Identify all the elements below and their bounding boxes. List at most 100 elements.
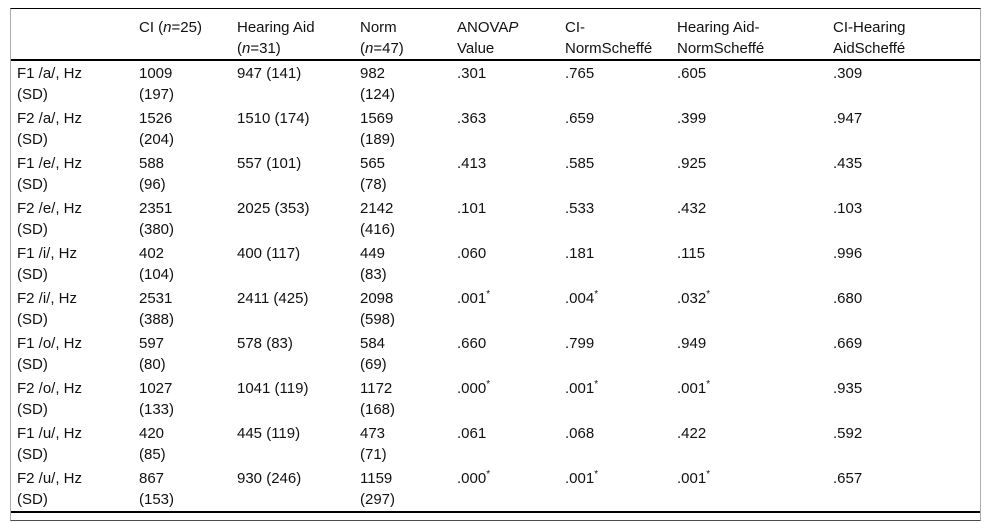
norm-value: 2142 (416) <box>360 200 396 238</box>
header-text: NormScheffé <box>677 40 765 57</box>
col-header-empty <box>11 9 133 61</box>
norm-value: 473 (71) <box>360 425 387 463</box>
col-header-ci-hearing-aid-scheffe: CI-Hearing AidScheffé <box>827 9 980 61</box>
anova-p-value: .060 <box>457 245 487 262</box>
header-text: Hearing Aid <box>237 19 315 36</box>
row-label: F1 /u/, Hz (SD) <box>17 425 83 463</box>
header-text: CI- <box>565 19 585 36</box>
table-row: F2 /a/, Hz (SD) 1526 (204) 1510 (174) 1569 (18… <box>11 106 980 151</box>
hearing-aid-value: 1041 (119) <box>237 380 309 397</box>
ci-value: 2351 (380) <box>139 200 175 238</box>
anova-p-value: .413 <box>457 155 487 172</box>
row-label: F2 /i/, Hz (SD) <box>17 290 78 328</box>
anova-p-value: .363 <box>457 110 487 127</box>
ci-hearing-aid-scheffe-value: .680 <box>833 290 863 307</box>
col-header-norm: Norm (n=47) <box>354 9 451 61</box>
row-label: F2 /a/, Hz (SD) <box>17 110 83 148</box>
ci-hearing-aid-scheffe-value: .657 <box>833 470 863 487</box>
anova-p-value: .061 <box>457 425 487 442</box>
table-row: F1 /u/, Hz (SD) 420 (85) 445 (119) 473 (71) .06… <box>11 421 980 466</box>
hearing-aid-norm-scheffe-value: .001* <box>677 379 711 398</box>
ci-norm-scheffe-value: .533 <box>565 200 595 217</box>
hearing-aid-value: 445 (119) <box>237 425 301 442</box>
norm-value: 1569 (189) <box>360 110 396 148</box>
norm-value: 1159 (297) <box>360 470 396 508</box>
hearing-aid-norm-scheffe-value: .925 <box>677 155 707 172</box>
row-label: F1 /i/, Hz (SD) <box>17 245 78 283</box>
norm-value: 1172 (168) <box>360 380 396 418</box>
col-header-hearing-aid: Hearing Aid (n=31) <box>231 9 354 61</box>
header-text: ( <box>237 40 242 57</box>
hearing-aid-norm-scheffe-value: .032* <box>677 289 711 308</box>
header-text: =47) <box>373 40 404 57</box>
col-header-ci: CI (n=25) <box>133 9 231 61</box>
ci-hearing-aid-scheffe-value: .669 <box>833 335 863 352</box>
ci-value: 597 (80) <box>139 335 166 373</box>
ci-value: 2531 (388) <box>139 290 175 328</box>
anova-p-value: .301 <box>457 65 487 82</box>
ci-hearing-aid-scheffe-value: .103 <box>833 200 863 217</box>
anova-p-value: .001* <box>457 289 491 308</box>
header-text: Hearing Aid- <box>677 19 760 36</box>
ci-norm-scheffe-value: .799 <box>565 335 595 352</box>
header-text: ANOVA <box>457 19 509 36</box>
table-row: F2 /e/, Hz (SD) 2351 (380) 2025 (353) 2142 (41… <box>11 196 980 241</box>
header-text: CI-Hearing <box>833 19 906 36</box>
table-row: F2 /i/, Hz (SD) 2531 (388) 2411 (425) 2098 (59… <box>11 286 980 331</box>
formant-statistics-table-frame: CI (n=25) Hearing Aid (n=31) Norm (n=47) A… <box>10 8 981 521</box>
ci-hearing-aid-scheffe-value: .947 <box>833 110 863 127</box>
header-text: ( <box>360 40 365 57</box>
table-row: F1 /e/, Hz (SD) 588 (96) 557 (101) 565 (78) .41… <box>11 151 980 196</box>
norm-value: 584 (69) <box>360 335 387 373</box>
ci-hearing-aid-scheffe-value: .309 <box>833 65 863 82</box>
anova-p-value: .000* <box>457 379 491 398</box>
ci-value: 588 (96) <box>139 155 166 193</box>
row-label: F2 /u/, Hz (SD) <box>17 470 83 508</box>
italic-p-symbol: P <box>508 19 519 36</box>
ci-hearing-aid-scheffe-value: .435 <box>833 155 863 172</box>
norm-value: 2098 (598) <box>360 290 396 328</box>
hearing-aid-norm-scheffe-value: .432 <box>677 200 707 217</box>
significance-asterisk: * <box>594 289 599 300</box>
ci-value: 1027 (133) <box>139 380 175 418</box>
ci-value: 867 (153) <box>139 470 175 508</box>
ci-value: 1526 (204) <box>139 110 175 148</box>
ci-hearing-aid-scheffe-value: .996 <box>833 245 863 262</box>
col-header-ci-norm-scheffe: CI- NormScheffé <box>559 9 671 61</box>
hearing-aid-norm-scheffe-value: .115 <box>677 245 706 262</box>
norm-value: 565 (78) <box>360 155 387 193</box>
anova-p-value: .101 <box>457 200 487 217</box>
col-header-anova-p-value: ANOVAP Value <box>451 9 559 61</box>
significance-asterisk: * <box>706 469 711 480</box>
ci-value: 402 (104) <box>139 245 175 283</box>
hearing-aid-value: 578 (83) <box>237 335 293 352</box>
ci-norm-scheffe-value: .001* <box>565 469 599 488</box>
ci-hearing-aid-scheffe-value: .935 <box>833 380 863 397</box>
hearing-aid-norm-scheffe-value: .399 <box>677 110 707 127</box>
hearing-aid-value: 400 (117) <box>237 245 301 262</box>
significance-asterisk: * <box>594 469 599 480</box>
hearing-aid-value: 557 (101) <box>237 155 302 172</box>
header-text: NormScheffé <box>565 40 653 57</box>
hearing-aid-norm-scheffe-value: .422 <box>677 425 707 442</box>
significance-asterisk: * <box>706 289 711 300</box>
header-text: =31) <box>250 40 281 57</box>
significance-asterisk: * <box>486 289 491 300</box>
significance-asterisk: * <box>486 379 491 390</box>
table-row: F1 /i/, Hz (SD) 402 (104) 400 (117) 449 (83) .0… <box>11 241 980 286</box>
significance-asterisk: * <box>594 379 599 390</box>
anova-p-value: .660 <box>457 335 487 352</box>
anova-p-value: .000* <box>457 469 491 488</box>
italic-n-symbol: n <box>242 40 251 57</box>
header-row: CI (n=25) Hearing Aid (n=31) Norm (n=47) A… <box>11 9 980 61</box>
hearing-aid-value: 2411 (425) <box>237 290 309 307</box>
row-label: F1 /a/, Hz (SD) <box>17 65 83 103</box>
row-label: F2 /o/, Hz (SD) <box>17 380 83 418</box>
hearing-aid-value: 2025 (353) <box>237 200 310 217</box>
row-label: F1 /o/, Hz (SD) <box>17 335 83 373</box>
table-body: F1 /a/, Hz (SD) 1009 (197) 947 (141) 982 (124)… <box>11 60 980 512</box>
ci-value: 1009 (197) <box>139 65 175 103</box>
ci-norm-scheffe-value: .585 <box>565 155 595 172</box>
hearing-aid-norm-scheffe-value: .001* <box>677 469 711 488</box>
